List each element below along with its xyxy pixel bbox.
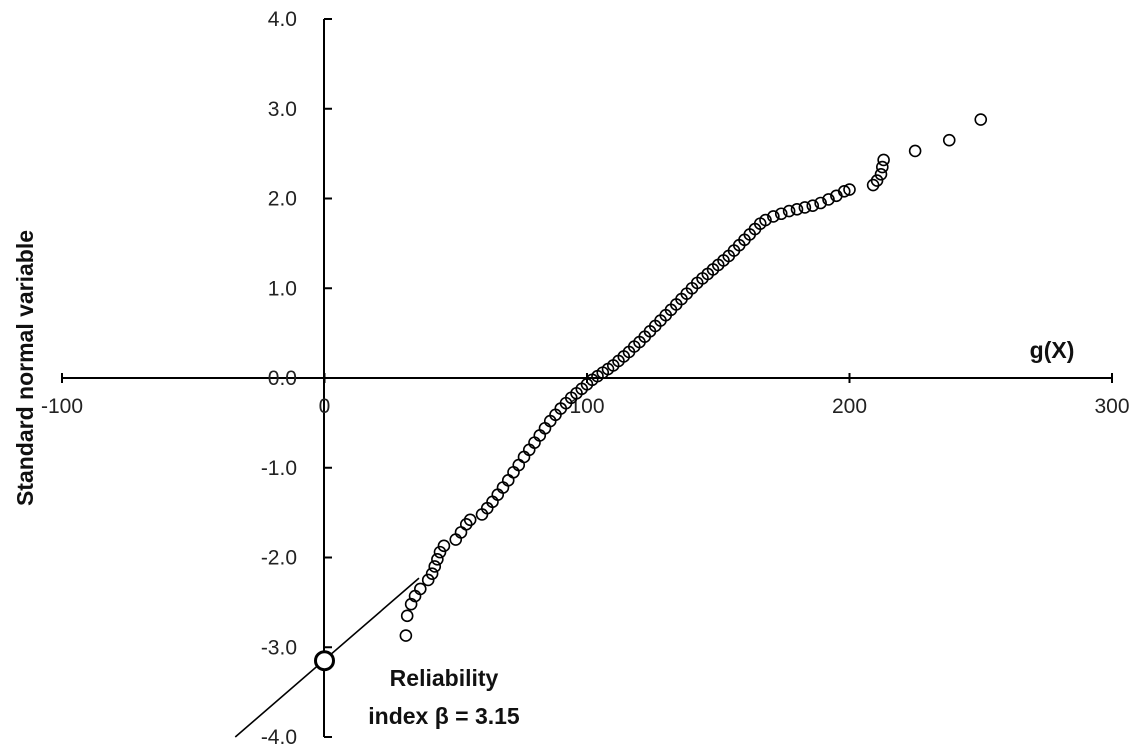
data-point [774,207,788,221]
y-axis-title: Standard normal variable [12,230,38,506]
data-point [421,573,435,587]
data-point [428,560,442,573]
y-tick-label: -4.0 [261,726,297,748]
y-tick-label: 4.0 [268,8,297,31]
data-point [908,144,922,158]
x-tick-label: -100 [41,395,83,418]
data-point [425,567,439,580]
data-point [843,183,856,196]
data-point [974,113,988,126]
annotation-line-2: index β = 3.15 [368,703,520,729]
x-tick-label: 0 [319,395,331,418]
reliability-index-point [314,650,335,672]
data-point [414,582,427,596]
y-tick-label: 0.0 [268,367,297,390]
data-point [822,193,835,206]
x-axis-ticks: -100 0 100 200 300 [41,373,1130,418]
x-tick-label: 200 [832,395,867,418]
data-point [437,539,451,553]
y-tick-label: 3.0 [268,98,297,121]
data-point [877,153,890,167]
data-point [431,552,444,566]
y-tick-label: 1.0 [268,277,297,300]
y-tick-label: 2.0 [268,188,297,211]
data-point [876,160,889,174]
data-point [400,609,414,623]
data-point [399,629,413,642]
data-point [404,597,418,611]
data-point [870,174,884,187]
data-point [814,196,827,210]
y-tick-label: -1.0 [261,457,297,480]
x-tick-label: 100 [569,395,604,418]
scatter-points [399,113,988,642]
x-tick-label: 300 [1094,395,1129,418]
data-point [767,210,780,223]
data-point [942,133,956,147]
data-point [798,201,812,214]
data-point [759,213,772,227]
data-point [874,167,888,181]
data-point [782,204,796,218]
data-point [463,513,477,527]
data-point [790,202,804,216]
annotation-line-1: Reliability [390,665,499,691]
data-point [837,185,851,198]
y-axis-ticks: -4.0 -3.0 -2.0 -1.0 0.0 1.0 2.0 3.0 4.0 [261,8,332,748]
data-point [433,545,447,559]
y-tick-label: -3.0 [261,636,297,659]
x-axis-title: g(X) [1030,337,1075,363]
data-point [806,199,820,212]
y-tick-label: -2.0 [261,547,297,570]
